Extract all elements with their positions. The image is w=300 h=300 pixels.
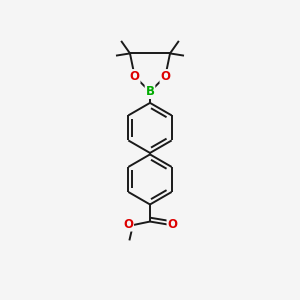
Text: O: O [160,70,170,83]
Text: O: O [123,218,133,231]
Text: O: O [167,218,177,231]
Text: O: O [130,70,140,83]
Text: B: B [146,85,154,98]
